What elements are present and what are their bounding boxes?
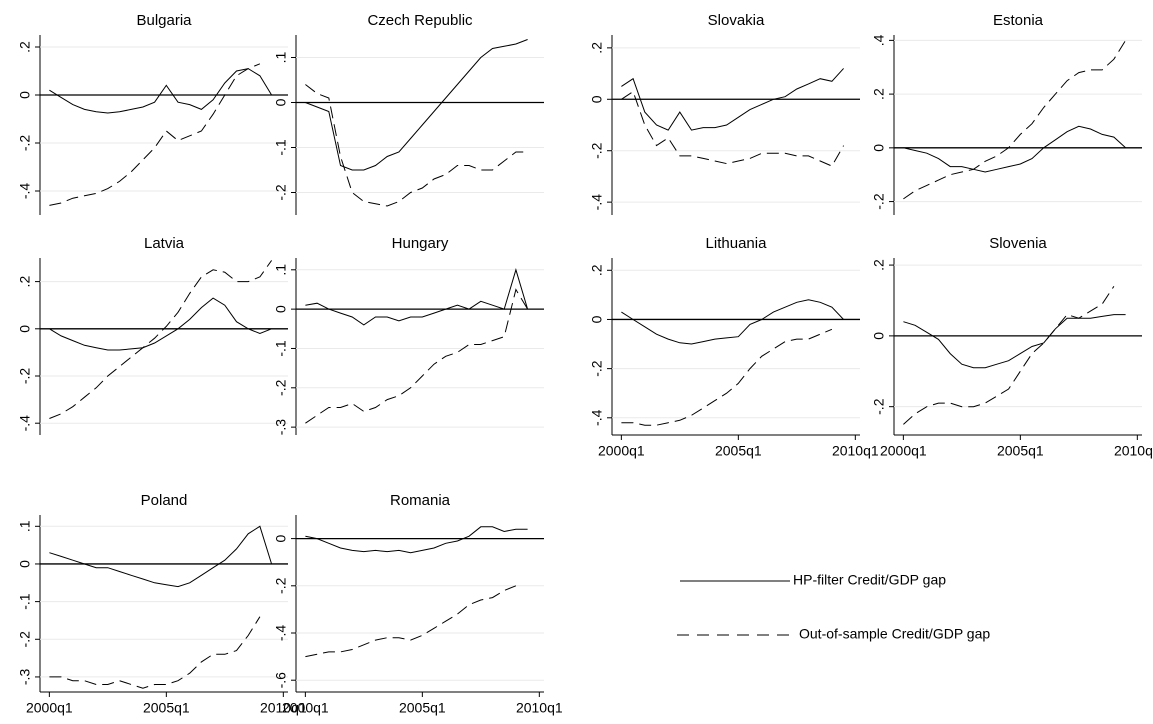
legend-label: Out-of-sample Credit/GDP gap — [799, 626, 990, 642]
x-tick-label: 2000q1 — [880, 443, 927, 459]
panel: Poland .1 0 -.1 -.2 -.3 2000q1 2005q1 2010q1 — [17, 492, 307, 716]
y-tick-label: -.2 — [871, 193, 887, 210]
x-tick-label: 2000q1 — [26, 700, 73, 716]
y-tick-label: -.2 — [17, 631, 33, 648]
panel-title: Poland — [141, 492, 188, 509]
y-tick-label: -.2 — [273, 184, 289, 201]
y-tick-label: .2 — [871, 259, 887, 271]
series-line — [305, 268, 529, 326]
series-line — [305, 526, 528, 554]
panel-title: Romania — [390, 492, 451, 509]
x-tick-label: 2010q1 — [832, 443, 879, 459]
panel: Lithuania .2 0 -.2 -.4 2000q1 2005q1 2010q1 — [589, 235, 879, 459]
y-tick-label: -.4 — [273, 625, 289, 642]
series-line — [305, 39, 528, 171]
y-tick-label: -.1 — [17, 593, 33, 610]
y-tick-label: .1 — [273, 51, 289, 63]
y-tick-label: 0 — [17, 91, 33, 99]
x-tick-label: 2000q1 — [598, 443, 645, 459]
series-line — [903, 40, 1127, 200]
y-tick-label: 0 — [589, 315, 605, 323]
y-tick-label: -.3 — [17, 669, 33, 686]
y-tick-label: -.2 — [17, 368, 33, 385]
panel-title: Bulgaria — [136, 12, 192, 29]
series-line — [49, 68, 273, 114]
panel: Czech Republic .1 0 -.1 -.2 — [273, 12, 544, 215]
series-line — [903, 314, 1126, 369]
y-tick-label: -.2 — [589, 142, 605, 159]
legend: HP-filter Credit/GDP gap Out-of-sample C… — [677, 572, 990, 642]
y-tick-label: .2 — [589, 264, 605, 276]
y-tick-label: -.4 — [17, 183, 33, 200]
y-tick-label: 0 — [273, 534, 289, 542]
x-tick-label: 2005q1 — [997, 443, 1044, 459]
series-line — [621, 68, 844, 131]
panel-title: Estonia — [993, 12, 1044, 29]
x-tick-label: 2000q1 — [282, 700, 329, 716]
y-tick-label: 0 — [871, 144, 887, 152]
y-tick-label: -.3 — [273, 419, 289, 436]
y-tick-label: -.2 — [273, 379, 289, 396]
panel-title: Lithuania — [706, 235, 768, 252]
y-tick-label: 0 — [273, 305, 289, 313]
series-line — [49, 297, 272, 351]
panel-title: Czech Republic — [367, 12, 473, 29]
y-tick-label: .1 — [273, 264, 289, 276]
series-line — [903, 286, 1115, 425]
series-line — [305, 585, 517, 658]
y-tick-label: -.2 — [589, 360, 605, 377]
series-line — [621, 328, 833, 426]
y-tick-label: 0 — [17, 325, 33, 333]
panel-title: Slovenia — [989, 235, 1047, 252]
series-line — [49, 616, 261, 689]
y-tick-label: -.2 — [17, 135, 33, 152]
y-tick-label: 0 — [589, 95, 605, 103]
y-tick-label: .2 — [871, 88, 887, 100]
panel: Romania 0 -.2 -.4 -.6 2000q1 2005q1 2010q1 — [273, 492, 563, 716]
panel: Bulgaria .2 0 -.2 -.4 — [17, 12, 288, 215]
y-tick-label: -.4 — [589, 194, 605, 211]
panel: Latvia .2 0 -.2 -.4 — [17, 235, 288, 435]
panel: Slovakia .2 0 -.2 -.4 — [589, 12, 860, 215]
series-line — [49, 63, 261, 206]
panel-title: Latvia — [144, 235, 185, 252]
y-tick-label: -.1 — [273, 139, 289, 156]
y-tick-label: .2 — [17, 276, 33, 288]
y-tick-label: -.2 — [273, 577, 289, 594]
x-tick-label: 2005q1 — [715, 443, 762, 459]
y-tick-label: 0 — [17, 560, 33, 568]
y-tick-label: .1 — [17, 520, 33, 532]
y-tick-label: -.4 — [589, 409, 605, 426]
x-tick-label: 2010q1 — [516, 700, 563, 716]
series-line — [621, 90, 845, 167]
panel: Hungary .1 0 -.1 -.2 -.3 — [273, 235, 544, 435]
x-tick-label: 2005q1 — [399, 700, 446, 716]
x-tick-label: 2010q1 — [1114, 443, 1153, 459]
panel-title: Slovakia — [708, 12, 765, 29]
series-line — [305, 84, 528, 207]
y-tick-label: .2 — [17, 41, 33, 53]
series-line — [305, 288, 529, 424]
panel: Estonia .4 .2 0 -.2 — [871, 12, 1142, 215]
x-tick-label: 2005q1 — [143, 700, 190, 716]
x-tick-label: 2010q1 — [260, 700, 307, 716]
y-tick-label: 0 — [273, 98, 289, 106]
series-line — [49, 260, 273, 419]
y-tick-label: -.6 — [273, 672, 289, 689]
panel: Slovenia .2 0 -.2 2000q1 2005q1 2010q1 — [871, 235, 1153, 459]
series-line — [49, 525, 273, 588]
y-tick-label: -.1 — [273, 340, 289, 357]
series-line — [621, 299, 844, 345]
y-tick-label: -.4 — [17, 415, 33, 432]
panel-title: Hungary — [392, 235, 449, 252]
y-tick-label: 0 — [871, 332, 887, 340]
legend-label: HP-filter Credit/GDP gap — [793, 572, 946, 588]
series-line — [903, 125, 1126, 173]
y-tick-label: -.2 — [871, 398, 887, 415]
y-tick-label: .4 — [871, 34, 887, 46]
y-tick-label: .2 — [589, 42, 605, 54]
